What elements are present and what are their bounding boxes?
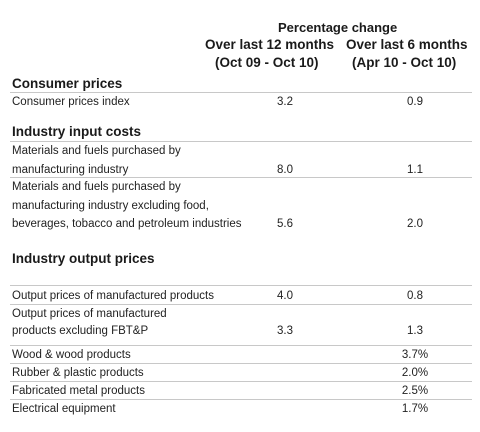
row-label-line2: products excluding FBT&P (12, 325, 149, 337)
section-output-prices: Industry output prices (12, 251, 155, 266)
row-label: Fabricated metal products (12, 385, 145, 397)
row-label-line1: Materials and fuels purchased by (12, 181, 181, 193)
value-6-months: 2.0% (401, 367, 429, 379)
value-6-months: 0.8 (407, 290, 423, 302)
value-6-months: 0.9 (407, 96, 423, 108)
table-row: Output prices of manufactured products 4… (10, 285, 472, 304)
table-row: Rubber & plastic products 2.0% (10, 363, 472, 381)
value-12-months: 3.2 (277, 96, 293, 108)
value-12-months: 4.0 (277, 290, 293, 302)
row-label-line2: manufacturing industry (12, 164, 129, 176)
header-group-title: Percentage change (278, 20, 398, 35)
table-row: Materials and fuels purchased by manufac… (10, 177, 472, 234)
value-12-months: 3.3 (277, 325, 293, 337)
row-label: Consumer prices index (12, 96, 130, 108)
table-row: Materials and fuels purchased by manufac… (10, 141, 472, 179)
value-6-months: 1.3 (407, 325, 423, 337)
table-row: Output prices of manufactured products e… (10, 304, 472, 344)
row-label-line1: Materials and fuels purchased by (12, 145, 181, 157)
table-row: Consumer prices index 3.2 0.9 (10, 92, 472, 111)
header-col2-title: Over last 6 months (346, 37, 468, 52)
row-label: Output prices of manufactured products (12, 290, 214, 302)
header-col2-period: (Apr 10 - Oct 10) (352, 55, 457, 70)
section-input-costs: Industry input costs (12, 124, 142, 139)
row-label-line1: Output prices of manufactured (12, 308, 167, 320)
value-6-months: 1.7% (401, 403, 429, 415)
row-label: Rubber & plastic products (12, 367, 144, 379)
header-col1-period: (Oct 09 - Oct 10) (215, 55, 319, 70)
section-consumer-prices: Consumer prices (12, 76, 123, 91)
table-row: Wood & wood products 3.7% (10, 345, 472, 363)
value-6-months: 1.1 (407, 164, 423, 176)
value-6-months: 2.5% (401, 385, 429, 397)
row-label-line2: manufacturing industry excluding food, (12, 200, 209, 212)
value-12-months: 8.0 (277, 164, 293, 176)
row-label: Wood & wood products (12, 349, 131, 361)
value-12-months: 5.6 (277, 218, 293, 230)
row-label-line3: beverages, tobacco and petroleum industr… (12, 218, 242, 230)
row-label: Electrical equipment (12, 403, 116, 415)
value-6-months: 2.0 (407, 218, 423, 230)
header-col1-title: Over last 12 months (205, 37, 335, 52)
value-6-months: 3.7% (401, 349, 429, 361)
table-row: Electrical equipment 1.7% (10, 399, 472, 417)
table-row: Fabricated metal products 2.5% (10, 381, 472, 399)
